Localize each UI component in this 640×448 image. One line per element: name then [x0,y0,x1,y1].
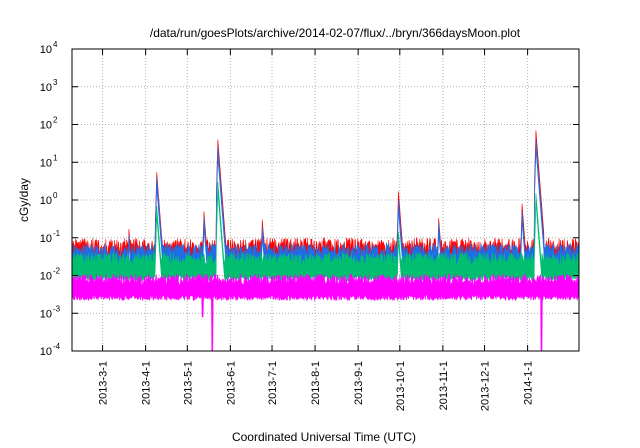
x-tick-label: 2013-6-1 [225,361,237,405]
grid [72,48,579,352]
y-tick-exponent: 1 [53,153,58,162]
y-tick-label: 10 [40,195,52,207]
x-axis: 2013-3-1 2013-4-1 2013-5-1 2013-6-1 2013-7-1… [98,49,535,411]
series-layer [71,130,580,352]
y-tick-label: 10 [40,233,52,245]
y-tick-label: 10 [40,346,52,358]
y-tick-label: 10 [40,157,52,169]
x-tick-label: 2013-8-1 [310,361,322,405]
y-tick-exponent: -2 [53,267,61,276]
y-tick-exponent: -1 [53,229,61,238]
y-tick-label: 10 [40,82,52,94]
y-tick-label: 10 [40,120,52,132]
y-tick-label: 10 [40,308,52,320]
x-tick-label: 2013-4-1 [141,361,153,405]
x-tick-label: 2013-7-1 [267,361,279,405]
plot-frame [71,48,580,352]
y-tick-exponent: -3 [53,304,61,313]
y-tick-label: 10 [40,44,52,56]
y-tick-exponent: 4 [53,40,58,49]
x-tick-label: 2013-10-1 [395,361,407,411]
y-tick-exponent: 2 [53,116,58,125]
chart-title: /data/run/goesPlots/archive/2014-02-07/f… [150,26,521,40]
x-tick-label: 2014-1-1 [523,361,535,405]
y-tick-exponent: -4 [53,342,61,351]
x-tick-label: 2013-5-1 [182,361,194,405]
y-tick-exponent: 0 [53,191,58,200]
series-band-4 [71,273,580,352]
x-tick-label: 2013-12-1 [480,361,492,411]
x-tick-label: 2013-9-1 [353,361,365,405]
y-tick-exponent: 3 [53,78,58,87]
y-tick-label: 10 [40,271,52,283]
series-band-2 [71,139,580,275]
x-tick-label: 2013-3-1 [98,361,110,405]
series-band-3 [71,181,580,283]
x-tick-label: 2013-11-1 [438,361,450,410]
x-axis-label: Coordinated Universal Time (UTC) [232,430,416,444]
y-axis-label: cGy/day [17,178,31,222]
